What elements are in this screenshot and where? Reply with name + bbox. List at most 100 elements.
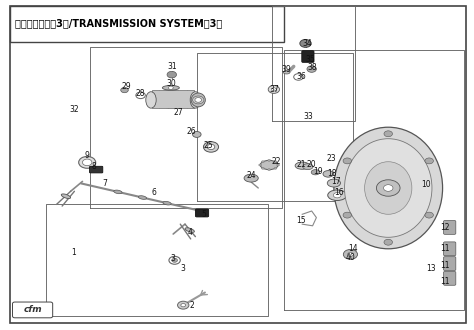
Text: 40: 40	[346, 252, 356, 261]
FancyBboxPatch shape	[195, 209, 209, 217]
Ellipse shape	[151, 91, 191, 108]
FancyBboxPatch shape	[444, 220, 456, 234]
Text: 17: 17	[331, 177, 341, 186]
Ellipse shape	[328, 190, 346, 201]
Ellipse shape	[190, 92, 201, 108]
Ellipse shape	[327, 179, 340, 187]
FancyBboxPatch shape	[444, 257, 456, 271]
Circle shape	[307, 66, 317, 72]
FancyBboxPatch shape	[444, 272, 456, 285]
Text: 13: 13	[426, 264, 436, 273]
Ellipse shape	[61, 194, 71, 199]
Text: 18: 18	[327, 169, 336, 178]
Circle shape	[261, 167, 264, 169]
FancyBboxPatch shape	[444, 242, 456, 256]
Ellipse shape	[244, 174, 258, 182]
Circle shape	[384, 239, 392, 245]
Ellipse shape	[191, 93, 205, 107]
Text: 11: 11	[440, 261, 450, 270]
Text: 35: 35	[305, 55, 315, 64]
Text: 8: 8	[92, 162, 97, 171]
Circle shape	[172, 258, 177, 262]
Circle shape	[384, 131, 392, 137]
Circle shape	[181, 304, 186, 307]
Circle shape	[192, 96, 204, 104]
Ellipse shape	[283, 71, 290, 74]
Circle shape	[261, 161, 264, 163]
Text: 16: 16	[334, 188, 344, 197]
Circle shape	[259, 164, 262, 166]
Ellipse shape	[114, 190, 122, 194]
Ellipse shape	[138, 196, 146, 199]
Ellipse shape	[162, 85, 179, 90]
Circle shape	[425, 212, 433, 218]
Ellipse shape	[365, 162, 412, 214]
Text: 19: 19	[313, 167, 323, 176]
Circle shape	[207, 144, 215, 149]
Text: 1: 1	[72, 248, 76, 257]
Circle shape	[168, 86, 173, 89]
Ellipse shape	[295, 162, 310, 169]
Circle shape	[343, 249, 357, 259]
Circle shape	[333, 193, 341, 198]
Circle shape	[425, 158, 433, 164]
Text: 4: 4	[187, 228, 192, 237]
FancyBboxPatch shape	[302, 50, 314, 62]
Text: 10: 10	[421, 180, 431, 189]
Circle shape	[268, 85, 280, 93]
Text: 29: 29	[121, 82, 131, 91]
Text: 3: 3	[180, 264, 185, 273]
Circle shape	[343, 212, 352, 218]
Text: 22: 22	[271, 157, 281, 166]
Text: 14: 14	[348, 244, 357, 253]
Text: 9: 9	[85, 150, 90, 160]
Text: 30: 30	[166, 79, 176, 88]
Text: 27: 27	[173, 108, 183, 117]
Circle shape	[268, 159, 271, 161]
FancyBboxPatch shape	[152, 90, 194, 109]
Text: 21: 21	[296, 159, 306, 169]
Ellipse shape	[334, 127, 443, 249]
Text: 15: 15	[296, 216, 306, 225]
Circle shape	[383, 185, 393, 191]
Text: 34: 34	[302, 39, 312, 48]
Circle shape	[347, 252, 353, 256]
Text: 2: 2	[190, 301, 194, 310]
Circle shape	[376, 180, 400, 196]
Text: 36: 36	[296, 72, 306, 82]
Ellipse shape	[303, 164, 313, 170]
Circle shape	[178, 301, 189, 309]
Text: 28: 28	[136, 89, 145, 98]
Circle shape	[79, 156, 96, 168]
Text: 25: 25	[204, 141, 213, 150]
FancyBboxPatch shape	[12, 302, 53, 318]
Ellipse shape	[311, 170, 319, 175]
Text: 11: 11	[440, 244, 450, 253]
Circle shape	[274, 167, 277, 169]
Circle shape	[277, 164, 280, 166]
Ellipse shape	[185, 228, 194, 232]
Ellipse shape	[203, 142, 219, 152]
Circle shape	[300, 40, 311, 48]
Text: 31: 31	[167, 62, 177, 71]
Text: 7: 7	[102, 179, 107, 187]
Text: 5: 5	[201, 211, 206, 219]
Ellipse shape	[146, 92, 156, 108]
Text: cfm: cfm	[24, 306, 42, 314]
Text: 11: 11	[440, 277, 450, 286]
Ellipse shape	[163, 201, 171, 205]
FancyBboxPatch shape	[90, 166, 103, 173]
Text: 26: 26	[187, 127, 196, 136]
Ellipse shape	[260, 160, 278, 170]
Ellipse shape	[323, 171, 333, 177]
Circle shape	[268, 169, 271, 171]
Bar	[10, 6, 284, 42]
Circle shape	[272, 88, 276, 91]
Text: 20: 20	[307, 160, 317, 170]
Text: 12: 12	[440, 223, 450, 232]
Text: 3: 3	[171, 254, 176, 263]
Ellipse shape	[192, 131, 201, 137]
Text: 23: 23	[327, 154, 337, 163]
Text: 38: 38	[308, 63, 318, 72]
Circle shape	[167, 71, 176, 78]
